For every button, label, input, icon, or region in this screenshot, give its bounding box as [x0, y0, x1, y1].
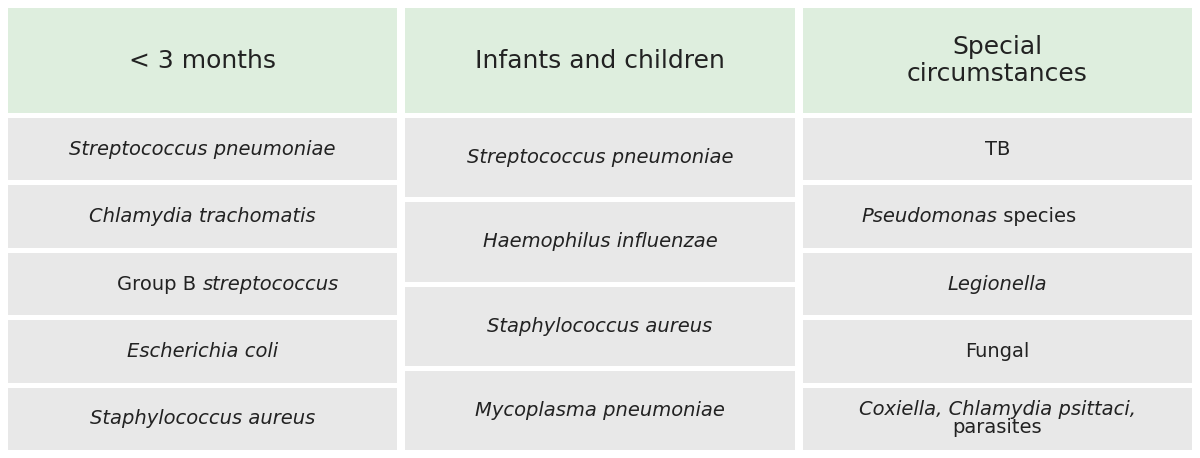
Bar [8, 387, 397, 450]
Bar [406, 202, 794, 282]
Text: Fungal: Fungal [965, 342, 1030, 361]
Text: species: species [997, 207, 1076, 226]
Text: Special
circumstances: Special circumstances [907, 35, 1087, 87]
Text: < 3 months: < 3 months [130, 49, 276, 72]
Bar [406, 371, 794, 450]
Text: Group B: Group B [118, 274, 203, 294]
Bar [8, 8, 397, 113]
Bar [803, 8, 1192, 113]
Text: parasites: parasites [953, 419, 1042, 437]
Bar [406, 8, 794, 113]
Bar [803, 320, 1192, 382]
Text: Infants and children: Infants and children [475, 49, 725, 72]
Text: Chlamydia trachomatis: Chlamydia trachomatis [89, 207, 316, 226]
Bar [8, 320, 397, 382]
Text: Escherichia coli: Escherichia coli [127, 342, 278, 361]
Bar [8, 118, 397, 180]
Bar [803, 118, 1192, 180]
Text: Staphylococcus aureus: Staphylococcus aureus [90, 409, 316, 428]
Text: Streptococcus pneumoniae: Streptococcus pneumoniae [70, 140, 336, 159]
Bar [406, 287, 794, 366]
Bar [803, 387, 1192, 450]
Text: Streptococcus pneumoniae: Streptococcus pneumoniae [467, 148, 733, 167]
Text: Haemophilus influenzae: Haemophilus influenzae [482, 232, 718, 251]
Bar [406, 118, 794, 197]
Text: Legionella: Legionella [948, 274, 1048, 294]
Text: Coxiella, Chlamydia psittaci,: Coxiella, Chlamydia psittaci, [859, 400, 1136, 419]
Bar [8, 253, 397, 315]
Bar [803, 185, 1192, 248]
Text: Pseudomonas: Pseudomonas [862, 207, 997, 226]
Text: Staphylococcus aureus: Staphylococcus aureus [487, 316, 713, 336]
Bar [8, 185, 397, 248]
Bar [803, 253, 1192, 315]
Text: streptococcus: streptococcus [203, 274, 338, 294]
Text: Mycoplasma pneumoniae: Mycoplasma pneumoniae [475, 401, 725, 420]
Text: TB: TB [985, 140, 1010, 159]
